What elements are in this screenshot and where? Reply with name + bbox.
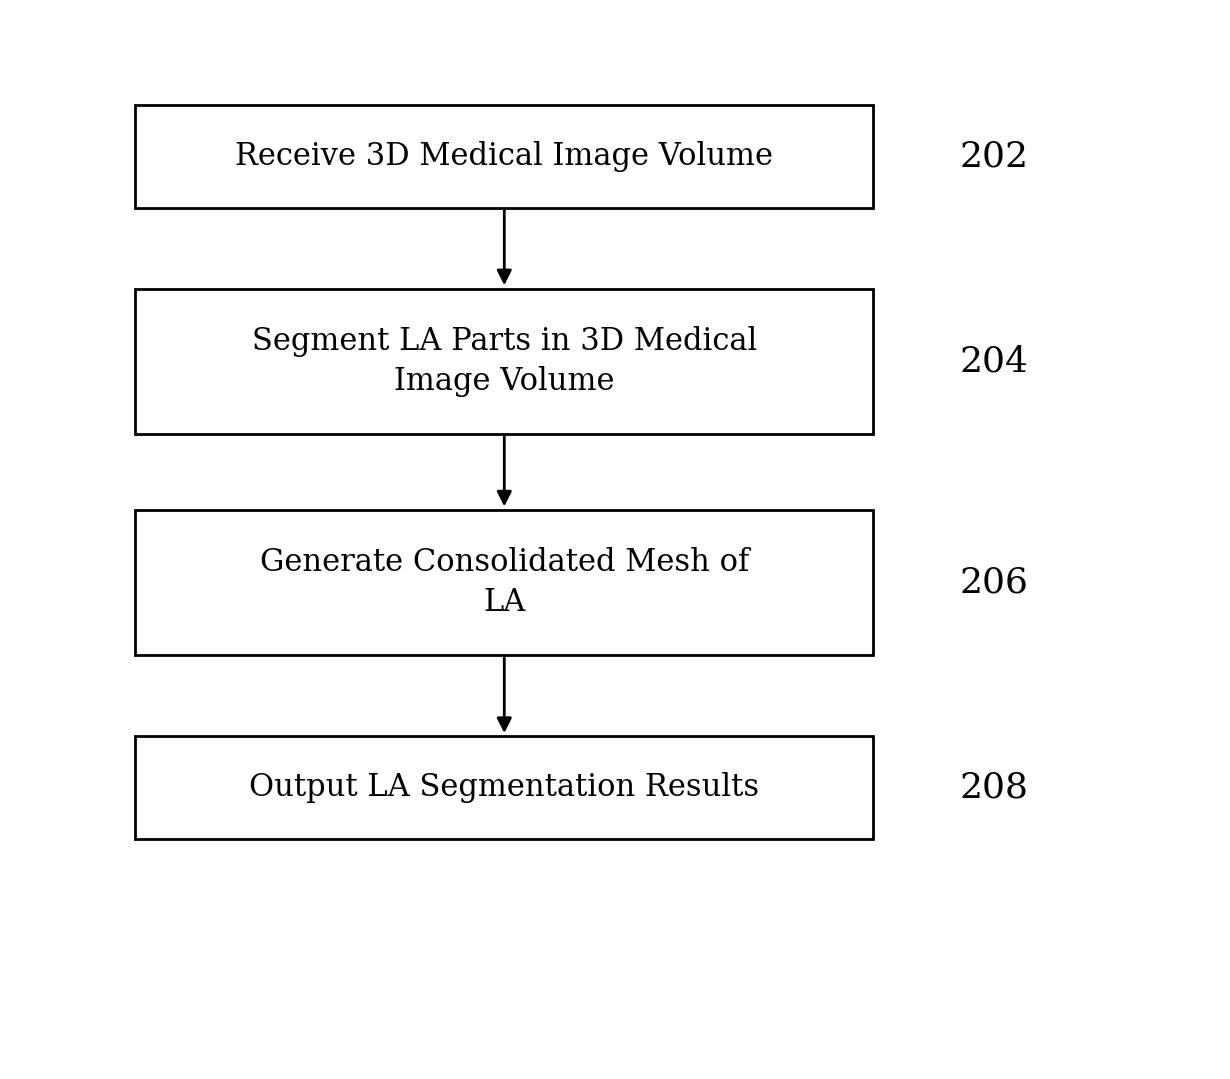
Text: Generate Consolidated Mesh of
LA: Generate Consolidated Mesh of LA (260, 547, 749, 618)
Text: Output LA Segmentation Results: Output LA Segmentation Results (250, 773, 759, 803)
Text: 202: 202 (959, 139, 1028, 174)
FancyBboxPatch shape (135, 736, 873, 839)
Text: Segment LA Parts in 3D Medical
Image Volume: Segment LA Parts in 3D Medical Image Vol… (252, 326, 756, 397)
Text: 204: 204 (959, 344, 1028, 379)
FancyBboxPatch shape (135, 288, 873, 434)
FancyBboxPatch shape (135, 509, 873, 655)
FancyBboxPatch shape (135, 105, 873, 207)
Text: 206: 206 (959, 565, 1028, 600)
Text: 208: 208 (959, 770, 1028, 805)
Text: Receive 3D Medical Image Volume: Receive 3D Medical Image Volume (235, 141, 774, 172)
